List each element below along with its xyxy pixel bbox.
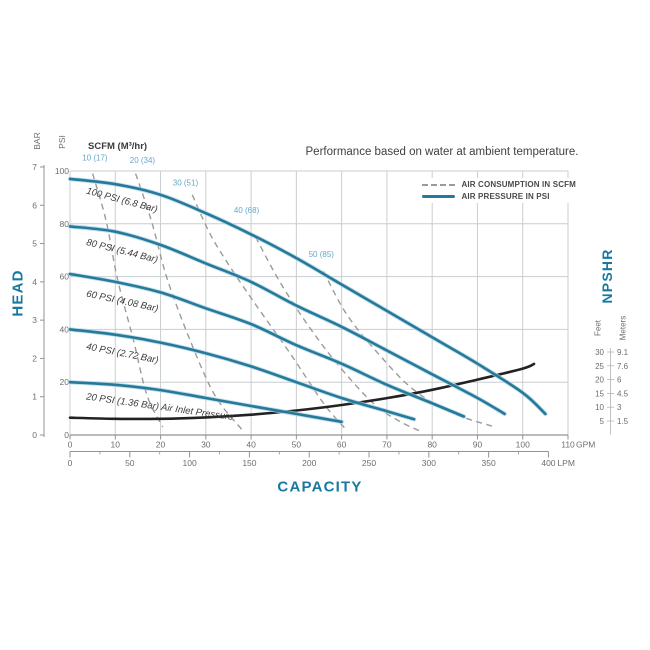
air-consumption-label: 50 (85)	[309, 250, 335, 259]
npshr-meters-tick-label: 4.5	[617, 389, 629, 398]
gpm-tick-label: 50	[292, 440, 302, 450]
npshr-feet-tick-label: 15	[595, 389, 604, 398]
bar-tick-label: 0	[32, 430, 37, 440]
gpm-tick-label: 0	[68, 440, 73, 450]
gpm-tick-label: 70	[382, 440, 392, 450]
bar-tick-label: 2	[32, 353, 37, 363]
x-axis-gpm: 0 10 20 30 40 50 60 70 80 90 100 110 GPM	[68, 434, 595, 450]
psi-tick-label: 60	[60, 272, 70, 282]
lpm-tick-label: 150	[242, 458, 256, 468]
pressure-curve-label: 40 PSI (2.72 Bar)	[85, 341, 159, 366]
x-axis-lpm: 0 50 100 150 200 250 300 350 400 LPM	[68, 451, 575, 468]
lpm-tick-label: 0	[68, 458, 73, 468]
lpm-tick-label: 300	[422, 458, 436, 468]
air-consumption-label: 40 (68)	[234, 206, 260, 215]
bar-tick-label: 3	[32, 315, 37, 325]
gpm-tick-label: 100	[516, 440, 530, 450]
air-consumption-label: 20 (34)	[130, 156, 156, 165]
npshr-feet-tick-label: 30	[595, 348, 604, 357]
meters-scale-header: Meters	[618, 315, 628, 341]
pressure-curve-60-psi	[68, 272, 466, 418]
bar-tick-label: 5	[32, 239, 37, 249]
air-consumption-curve-20	[134, 173, 243, 431]
npshr-scale: 30 9.1 25 7.6 20 6 15 4.5 10 3 5 1.5	[595, 348, 629, 435]
bar-axis-header: BAR	[32, 132, 42, 150]
air-consumption-curve-40	[254, 236, 424, 434]
npshr-curve	[68, 362, 536, 421]
psi-tick-label: 80	[60, 219, 70, 229]
lpm-tick-label: 250	[362, 458, 376, 468]
psi-axis-header: PSI	[57, 135, 67, 149]
npshr-meters-tick-label: 1.5	[617, 417, 629, 426]
psi-tick-label: 20	[60, 377, 70, 387]
psi-tick-label: 0	[64, 430, 69, 440]
npshr-curve-group	[68, 362, 536, 421]
npshr-meters-tick-label: 7.6	[617, 362, 629, 371]
pressure-curve-halo	[67, 176, 548, 417]
gpm-tick-label: 60	[337, 440, 347, 450]
chart-legend: AIR CONSUMPTION IN SCFM AIR PRESSURE IN …	[419, 178, 579, 203]
gpm-tick-label: 80	[427, 440, 437, 450]
psi-tick-label: 40	[60, 324, 70, 334]
npshr-axis-title: NPSHR	[599, 248, 615, 304]
capacity-axis-title: CAPACITY	[277, 478, 363, 496]
lpm-tick-label: 50	[125, 458, 135, 468]
legend-label-air-pressure: AIR PRESSURE IN PSI	[461, 192, 550, 201]
pressure-curve-label: 60 PSI (4.08 Bar)	[85, 289, 159, 315]
bar-tick-label: 7	[32, 162, 37, 172]
pressure-curve-100-psi	[68, 177, 547, 416]
air-pressure-curves: 100 PSI (6.8 Bar)80 PSI (5.44 Bar)60 PSI…	[67, 176, 548, 424]
gpm-tick-label: 90	[473, 440, 483, 450]
bar-tick-label: 6	[32, 200, 37, 210]
legend-item-air-pressure: AIR PRESSURE IN PSI	[422, 192, 576, 201]
grid-lines	[69, 170, 569, 435]
gpm-tick-label: 20	[156, 440, 166, 450]
air-consumption-curve-30	[191, 194, 347, 431]
npshr-feet-tick-label: 20	[595, 376, 604, 385]
npshr-meters-tick-label: 9.1	[617, 348, 629, 357]
gpm-tick-label: 40	[246, 440, 256, 450]
bar-tick-label: 4	[32, 277, 37, 287]
lpm-tick-label: 350	[482, 458, 496, 468]
lpm-tick-label: 100	[183, 458, 197, 468]
npshr-feet-tick-label: 5	[600, 417, 605, 426]
dashed-line-sample-icon	[422, 183, 456, 186]
legend-item-air-consumption: AIR CONSUMPTION IN SCFM	[422, 180, 576, 189]
npshr-feet-tick-label: 25	[595, 362, 604, 371]
feet-scale-header: Feet	[593, 319, 603, 337]
lpm-unit-label: LPM	[557, 458, 574, 468]
npshr-meters-tick-label: 3	[617, 403, 622, 412]
pressure-curve-40-psi	[68, 328, 416, 421]
lpm-tick-label: 400	[541, 458, 555, 468]
y-axis-bar: 0 1 2 3 4 5 6 7	[32, 162, 45, 440]
psi-tick-label: 100	[55, 166, 69, 176]
bar-tick-label: 1	[32, 392, 37, 402]
gpm-unit-label: GPM	[576, 440, 595, 450]
pressure-curve-20-psi	[68, 380, 343, 424]
npshr-meters-tick-label: 6	[617, 376, 622, 385]
solid-line-sample-icon	[422, 195, 456, 198]
legend-label-air-consumption: AIR CONSUMPTION IN SCFM	[461, 180, 576, 189]
air-consumption-curve-10	[91, 173, 164, 428]
gpm-tick-label: 30	[201, 440, 211, 450]
head-axis-title: HEAD	[9, 269, 27, 317]
gpm-tick-label: 10	[111, 440, 121, 450]
air-consumption-label: 10 (17)	[82, 153, 108, 162]
lpm-tick-label: 200	[302, 458, 316, 468]
y-axis-psi: 0 20 40 60 80 100	[55, 166, 69, 440]
gpm-tick-label: 110	[561, 440, 575, 450]
scfm-header: SCFM (M³/hr)	[88, 141, 148, 152]
chart-title: Performance based on water at ambient te…	[305, 146, 579, 158]
air-consumption-label: 30 (51)	[173, 179, 199, 188]
pressure-curve-80-psi	[68, 225, 506, 416]
npshr-feet-tick-label: 10	[595, 403, 604, 412]
